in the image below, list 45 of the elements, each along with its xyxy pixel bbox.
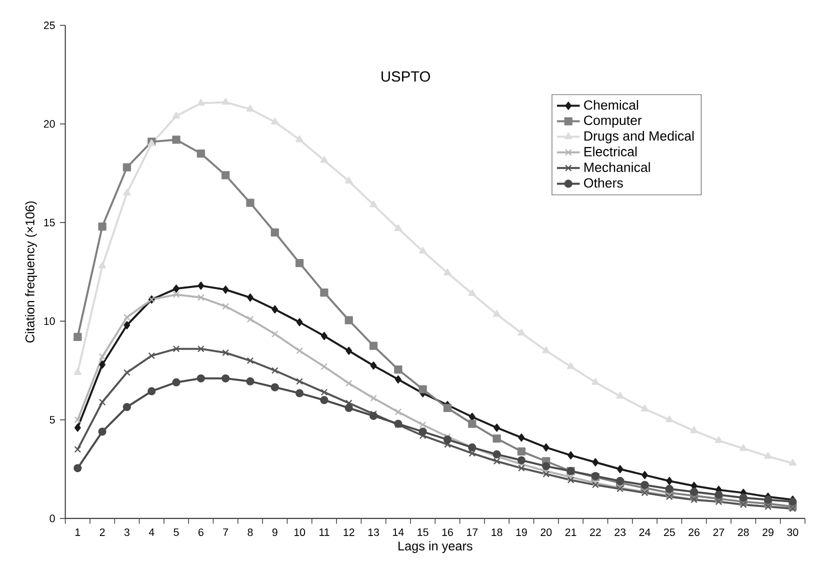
x-tick-label: 24 <box>639 528 650 536</box>
y-axis-title: Citation frequency (×106) <box>25 202 37 343</box>
x-tick-label: 29 <box>762 528 774 536</box>
x-tick-label: 7 <box>223 528 228 536</box>
x-tick-label: 27 <box>713 528 724 536</box>
x-tick-label: 23 <box>614 528 626 536</box>
x-tick-label: 8 <box>248 528 253 536</box>
legend-label: Chemical <box>584 100 638 110</box>
x-axis-title: Lags in years <box>398 541 472 554</box>
x-tick-label: 1 <box>75 528 80 536</box>
x-tick-label: 11 <box>319 528 330 536</box>
legend-label: Computer <box>584 116 642 128</box>
x-tick-label: 9 <box>272 528 278 536</box>
y-tick-label: 15 <box>44 218 55 226</box>
x-tick-label: 15 <box>418 528 428 536</box>
x-tick-label: 28 <box>738 528 749 536</box>
x-tick-label: 5 <box>174 528 179 536</box>
y-tick-label: 0 <box>50 514 55 522</box>
legend-label: Others <box>584 178 623 188</box>
x-tick-label: 17 <box>467 528 478 536</box>
x-tick-label: 16 <box>442 528 453 536</box>
x-tick-label: 20 <box>540 528 552 536</box>
x-tick-label: 18 <box>492 528 502 536</box>
x-tick-label: 10 <box>294 528 306 536</box>
x-tick-label: 2 <box>100 528 105 536</box>
y-tick-label: 25 <box>44 22 55 30</box>
x-tick-label: 3 <box>124 528 130 536</box>
x-tick-label: 4 <box>148 528 154 536</box>
x-tick-label: 26 <box>688 528 700 536</box>
text: USPTO <box>382 71 430 82</box>
x-tick-label: 14 <box>393 528 404 536</box>
x-tick-label: 22 <box>590 528 601 536</box>
x-tick-label: 19 <box>516 528 527 536</box>
legend-label: Drugs and Medical <box>584 131 694 144</box>
x-tick-label: 6 <box>198 528 204 536</box>
legend-label: Mechanical <box>584 162 650 172</box>
x-tick-label: 25 <box>664 528 675 536</box>
x-tick-label: 13 <box>368 528 379 536</box>
y-tick-label: 20 <box>44 120 55 128</box>
y-tick-label: 5 <box>50 416 55 424</box>
x-tick-label: 12 <box>344 528 354 536</box>
legend-label: Electrical <box>584 146 637 156</box>
x-tick-label: 30 <box>787 528 798 536</box>
x-tick-label: 21 <box>565 528 576 536</box>
y-tick-label: 10 <box>44 318 55 326</box>
